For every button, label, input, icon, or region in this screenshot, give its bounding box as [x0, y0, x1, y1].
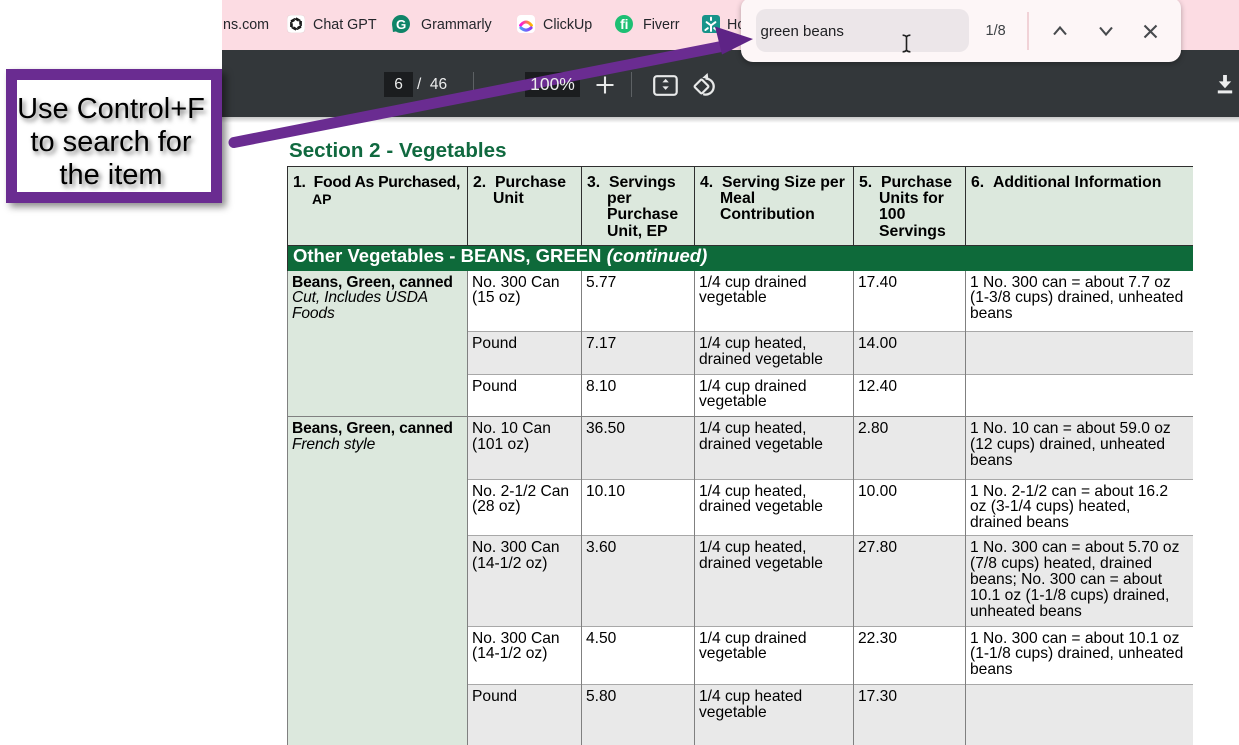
svg-text:G: G — [396, 17, 406, 32]
svg-text:fi: fi — [620, 17, 628, 32]
